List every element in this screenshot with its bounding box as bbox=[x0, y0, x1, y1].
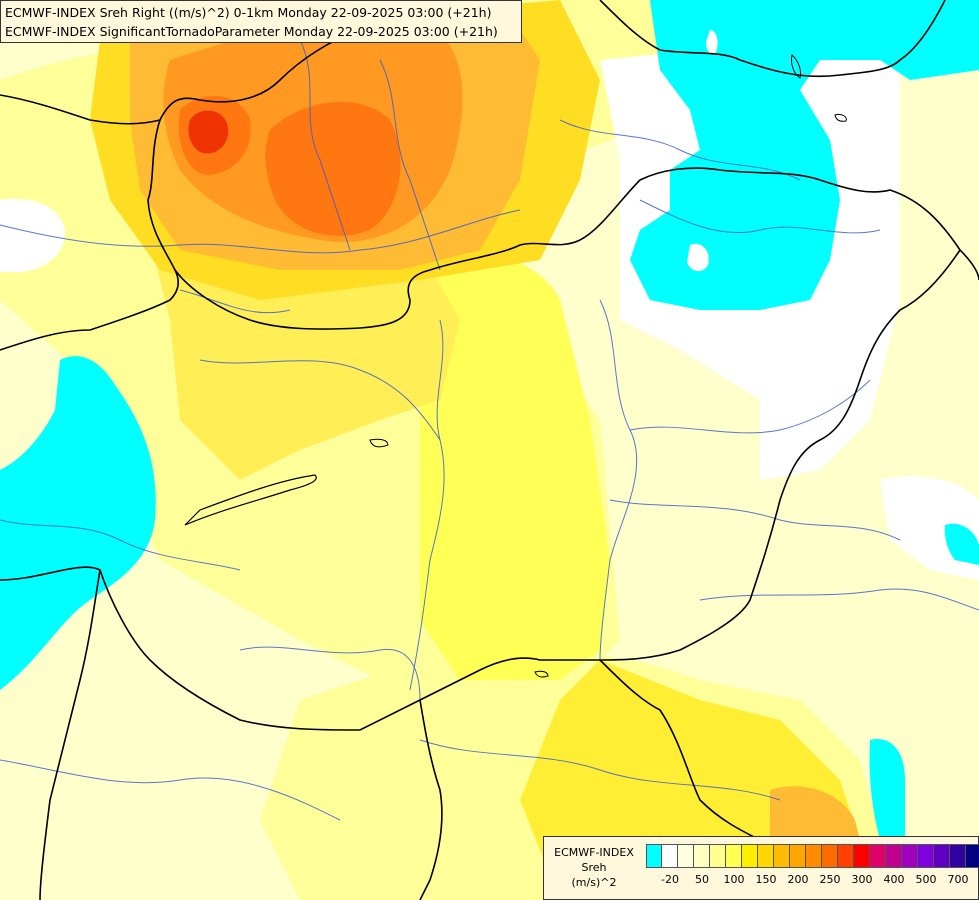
legend-swatch bbox=[758, 845, 774, 867]
legend-swatch bbox=[710, 845, 726, 867]
legend-swatch bbox=[934, 845, 950, 867]
color-legend: ECMWF-INDEX Sreh (m/s)^2 -20 50 100 150 200 2… bbox=[543, 836, 979, 900]
map-title-box: ECMWF-INDEX Sreh Right ((m/s)^2) 0-1km M… bbox=[0, 0, 522, 43]
field-cyan-west bbox=[0, 356, 156, 690]
field-white-hole-2 bbox=[706, 30, 718, 55]
legend-title: ECMWF-INDEX Sreh (m/s)^2 bbox=[546, 845, 642, 890]
legend-unit: (m/s)^2 bbox=[571, 876, 617, 889]
legend-swatches bbox=[646, 844, 979, 868]
field-cyan-east-small bbox=[944, 523, 979, 565]
field-cyan-northeast bbox=[630, 0, 979, 310]
field-red-core bbox=[188, 110, 229, 154]
field-cyan-southeast bbox=[869, 739, 905, 840]
field-yellow-central bbox=[420, 252, 610, 680]
legend-swatch bbox=[694, 845, 710, 867]
legend-swatch bbox=[790, 845, 806, 867]
legend-swatch bbox=[886, 845, 902, 867]
legend-tick-label: 400 bbox=[883, 873, 905, 886]
legend-tick-label: 50 bbox=[695, 873, 709, 886]
legend-swatch bbox=[646, 845, 662, 867]
legend-model: ECMWF-INDEX bbox=[554, 846, 634, 859]
legend-tick-label: 500 bbox=[915, 873, 937, 886]
legend-tick-label: 150 bbox=[755, 873, 777, 886]
title-line-2: ECMWF-INDEX SignificantTornadoParameter … bbox=[5, 24, 498, 39]
legend-swatch bbox=[822, 845, 838, 867]
legend-swatch bbox=[918, 845, 934, 867]
legend-swatch bbox=[966, 845, 979, 867]
legend-tick-label: 700 bbox=[947, 873, 969, 886]
legend-swatch bbox=[838, 845, 854, 867]
legend-swatch bbox=[742, 845, 758, 867]
title-line-1: ECMWF-INDEX Sreh Right ((m/s)^2) 0-1km M… bbox=[5, 5, 492, 20]
legend-swatch bbox=[662, 845, 678, 867]
legend-swatch bbox=[726, 845, 742, 867]
legend-tick-label: 300 bbox=[851, 873, 873, 886]
legend-swatch bbox=[774, 845, 790, 867]
legend-swatch bbox=[950, 845, 966, 867]
legend-tick-label: -20 bbox=[661, 873, 679, 886]
rivers bbox=[0, 39, 979, 821]
legend-swatch bbox=[678, 845, 694, 867]
legend-swatch bbox=[870, 845, 886, 867]
field-orange-dark bbox=[265, 101, 401, 236]
legend-parameter: Sreh bbox=[581, 861, 607, 874]
legend-swatch bbox=[806, 845, 822, 867]
legend-swatch bbox=[854, 845, 870, 867]
field-white-west bbox=[0, 198, 66, 272]
legend-tick-label: 100 bbox=[723, 873, 745, 886]
field-white-hole-1 bbox=[687, 243, 709, 272]
legend-swatch bbox=[902, 845, 918, 867]
legend-tick-labels: -20 50 100 150 200 250 300 400 500 700 bbox=[646, 873, 976, 887]
legend-tick-label: 200 bbox=[787, 873, 809, 886]
legend-tick-label: 250 bbox=[819, 873, 841, 886]
field-yellow-northwest bbox=[150, 240, 460, 480]
